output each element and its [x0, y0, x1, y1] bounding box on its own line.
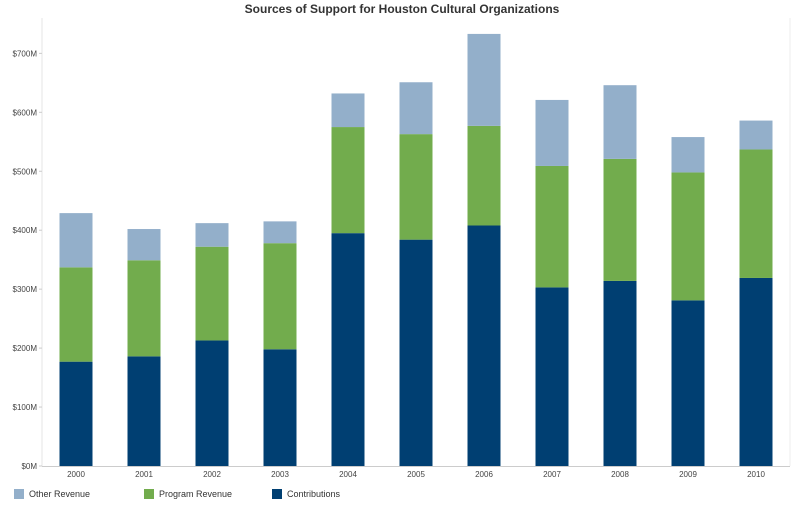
bar-other-revenue-2003 — [263, 221, 297, 244]
legend-swatch-program-revenue — [144, 489, 154, 499]
bar-program-revenue-2004 — [331, 127, 365, 234]
bar-other-revenue-2007 — [535, 99, 569, 166]
bar-contributions-2001 — [127, 356, 161, 466]
legend-swatch-other-revenue — [14, 489, 24, 499]
bar-program-revenue-2006 — [467, 125, 501, 226]
y-tick-label: $100M — [13, 403, 38, 412]
bar-contributions-2003 — [263, 349, 297, 466]
bar-program-revenue-2000 — [59, 267, 93, 362]
bar-other-revenue-2002 — [195, 223, 229, 247]
bar-contributions-2010 — [739, 277, 773, 466]
bar-program-revenue-2003 — [263, 243, 297, 350]
bar-program-revenue-2009 — [671, 172, 705, 301]
x-tick-label: 2009 — [679, 470, 697, 479]
legend-item-contributions[interactable]: Contributions — [272, 489, 340, 499]
x-tick-label: 2003 — [271, 470, 289, 479]
bar-other-revenue-2001 — [127, 229, 161, 261]
bar-program-revenue-2001 — [127, 260, 161, 357]
chart-title: Sources of Support for Houston Cultural … — [244, 2, 560, 16]
y-tick-label: $400M — [13, 226, 38, 235]
bar-other-revenue-2009 — [671, 137, 705, 173]
legend-item-program-revenue[interactable]: Program Revenue — [144, 489, 272, 499]
x-tick-label: 2005 — [407, 470, 425, 479]
bar-program-revenue-2010 — [739, 149, 773, 278]
bar-program-revenue-2008 — [603, 158, 637, 281]
y-tick-label: $500M — [13, 167, 38, 176]
x-tick-label: 2006 — [475, 470, 493, 479]
y-tick-label: $700M — [13, 49, 38, 58]
bar-contributions-2004 — [331, 233, 365, 466]
legend-label-other-revenue: Other Revenue — [29, 489, 91, 499]
bar-contributions-2006 — [467, 225, 501, 466]
bar-other-revenue-2006 — [467, 33, 501, 126]
y-tick-label: $600M — [13, 108, 38, 117]
x-tick-label: 2000 — [67, 470, 85, 479]
bar-contributions-2000 — [59, 361, 93, 466]
bar-contributions-2002 — [195, 340, 229, 466]
bar-program-revenue-2007 — [535, 165, 569, 288]
legend: Other Revenue Program Revenue Contributi… — [14, 487, 340, 501]
x-tick-label: 2002 — [203, 470, 221, 479]
x-tick-label: 2004 — [339, 470, 357, 479]
legend-label-program-revenue: Program Revenue — [159, 489, 233, 499]
x-tick-label: 2010 — [747, 470, 765, 479]
legend-item-other-revenue[interactable]: Other Revenue — [14, 489, 144, 499]
y-tick-label: $0M — [21, 462, 37, 471]
bar-contributions-2009 — [671, 300, 705, 466]
bar-program-revenue-2005 — [399, 134, 433, 240]
bar-contributions-2005 — [399, 239, 433, 466]
bar-other-revenue-2000 — [59, 213, 93, 268]
y-tick-label: $300M — [13, 285, 38, 294]
bar-program-revenue-2002 — [195, 246, 229, 341]
x-tick-label: 2008 — [611, 470, 629, 479]
bar-other-revenue-2004 — [331, 93, 365, 128]
bar-other-revenue-2005 — [399, 82, 433, 135]
legend-swatch-contributions — [272, 489, 282, 499]
bar-other-revenue-2010 — [739, 120, 773, 150]
bar-other-revenue-2008 — [603, 85, 637, 159]
legend-label-contributions: Contributions — [287, 489, 341, 499]
bar-contributions-2007 — [535, 287, 569, 466]
x-tick-label: 2007 — [543, 470, 561, 479]
x-tick-label: 2001 — [135, 470, 153, 479]
y-tick-label: $200M — [13, 344, 38, 353]
bar-contributions-2008 — [603, 280, 637, 466]
